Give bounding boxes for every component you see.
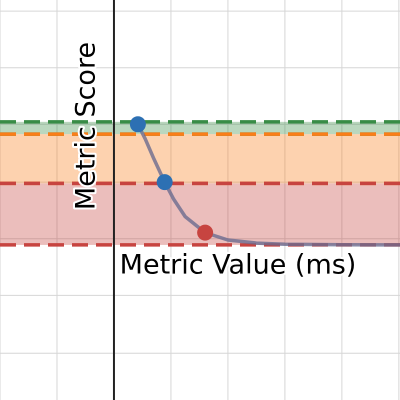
y-axis-label: Metric Score [71, 42, 102, 210]
plot [129, 116, 400, 247]
bands [0, 120, 400, 247]
band [0, 121, 400, 135]
x-axis-label: Metric Value (ms) [120, 250, 357, 281]
band [0, 134, 400, 184]
point [129, 116, 146, 133]
point [197, 224, 214, 241]
curve [136, 122, 400, 247]
point [156, 174, 173, 191]
